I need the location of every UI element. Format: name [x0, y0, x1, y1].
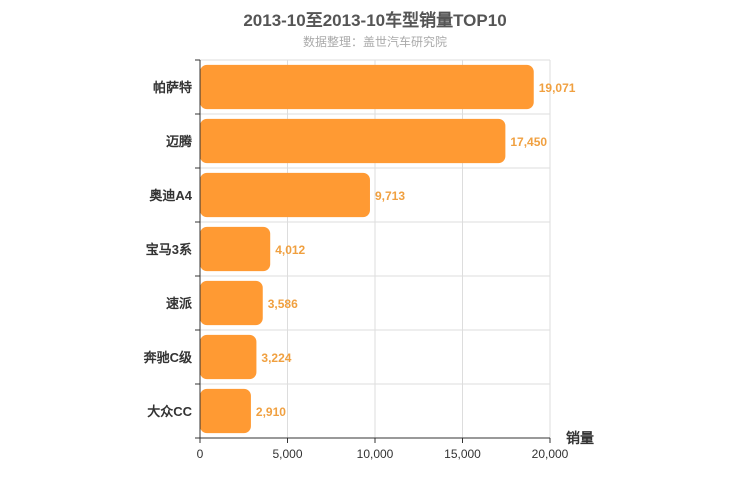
chart-title: 2013-10至2013-10车型销量TOP10: [243, 11, 507, 30]
chart-subtitle: 数据整理：盖世汽车研究院: [302, 35, 447, 49]
bar: [200, 64, 534, 110]
data-label: 4,012: [275, 243, 305, 257]
data-label: 3,224: [261, 351, 291, 365]
axes: [195, 59, 551, 443]
labels: 帕萨特 19,071 迈腾 17,450 奥迪A4 9,713 宝马3系 4,012 速派 3,5…: [143, 80, 576, 461]
data-label: 19,071: [539, 81, 576, 95]
data-label: 3,586: [268, 297, 298, 311]
data-label: 2,910: [256, 405, 286, 419]
data-label: 9,713: [375, 189, 405, 203]
bar: [200, 280, 263, 326]
x-tick-label: 0: [197, 447, 204, 461]
x-axis-title: 销量: [566, 430, 594, 446]
bars: [200, 64, 534, 434]
bar: [200, 388, 251, 434]
category-label: 速派: [166, 296, 193, 311]
category-label: 大众CC: [147, 404, 192, 419]
category-label: 帕萨特: [153, 80, 192, 95]
bar: [200, 334, 257, 380]
x-tick-label: 20,000: [532, 447, 569, 461]
x-tick-label: 10,000: [357, 447, 394, 461]
x-tick-label: 15,000: [444, 447, 481, 461]
data-label: 17,450: [510, 135, 547, 149]
bar: [200, 226, 271, 272]
category-label: 奥迪A4: [149, 188, 192, 203]
bar: [200, 172, 370, 218]
bar: [200, 118, 506, 164]
category-label: 迈腾: [166, 134, 193, 149]
category-label: 宝马3系: [146, 242, 192, 257]
x-tick-label: 5,000: [272, 447, 302, 461]
category-label: 奔驰C级: [143, 350, 193, 365]
